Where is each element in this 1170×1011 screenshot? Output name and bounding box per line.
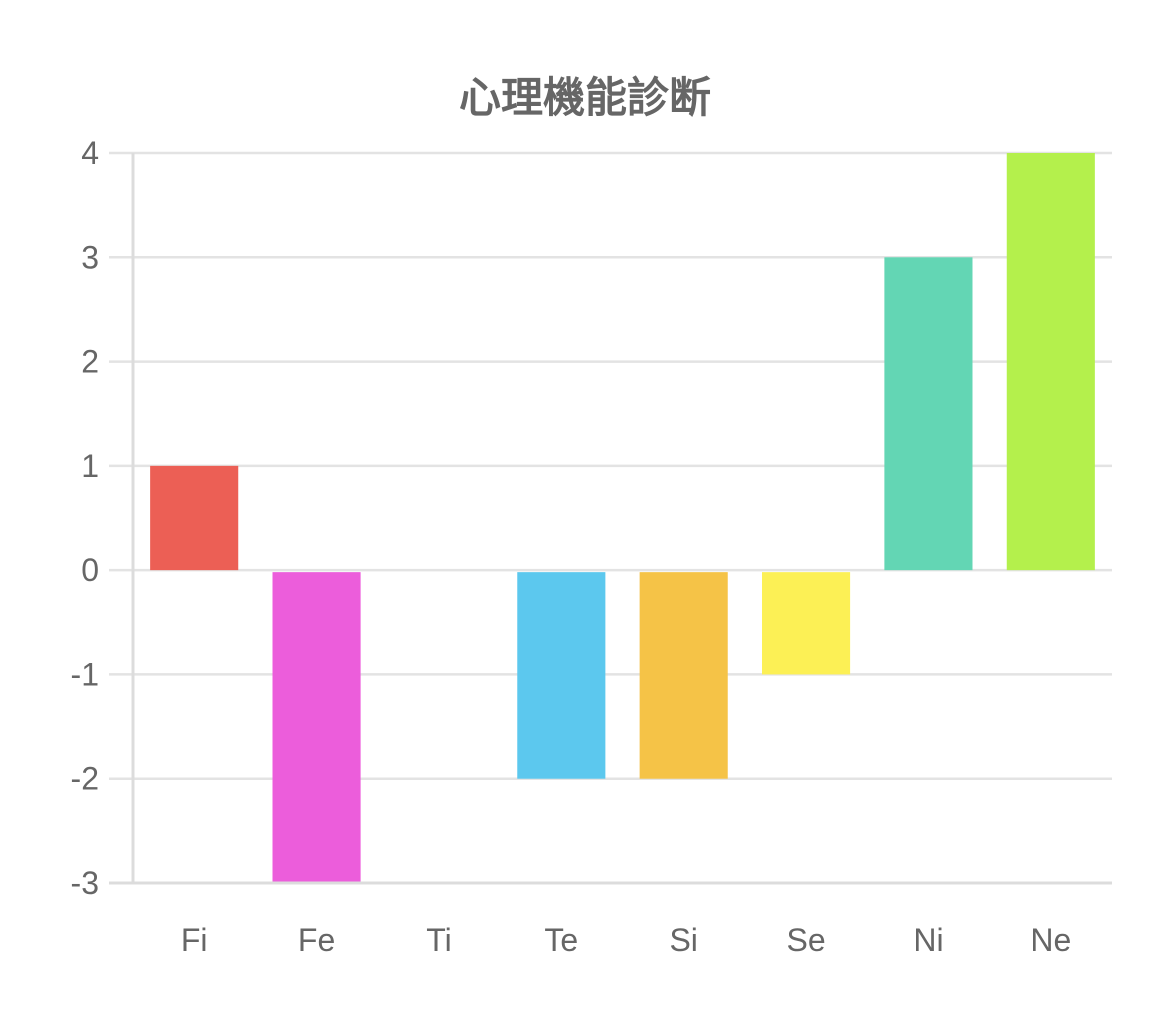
x-tick-label: Ti (426, 922, 451, 958)
y-tick-label: -1 (71, 656, 99, 692)
bar-ni (884, 257, 973, 571)
y-tick-label: 2 (81, 344, 99, 380)
y-tick-label: 1 (81, 448, 99, 484)
x-axis-tick-labels: Fi Fe Ti Te Si Se Ni Ne (181, 922, 1071, 958)
bar-te (517, 572, 606, 779)
x-tick-label: Ne (1030, 922, 1071, 958)
x-tick-label: Fi (181, 922, 208, 958)
y-tick-label: -3 (71, 865, 99, 901)
bar-se (762, 572, 851, 675)
bar-fi (150, 465, 239, 571)
x-tick-label: Ni (913, 922, 943, 958)
chart-title: 心理機能診断 (459, 73, 711, 122)
x-tick-label: Se (786, 922, 825, 958)
y-tick-label: -2 (71, 761, 99, 797)
bar-ne (1006, 153, 1095, 571)
bars (150, 153, 1095, 883)
bar-fe (272, 572, 361, 883)
bar-si (639, 572, 728, 779)
axes (109, 153, 1112, 885)
y-tick-label: 0 (81, 552, 99, 588)
x-tick-label: Fe (298, 922, 335, 958)
x-tick-label: Te (544, 922, 578, 958)
x-tick-label: Si (669, 922, 697, 958)
y-axis-tick-labels: 4 3 2 1 0 -1 -2 -3 (71, 135, 99, 901)
y-tick-label: 4 (81, 135, 99, 171)
y-tick-label: 3 (81, 239, 99, 275)
